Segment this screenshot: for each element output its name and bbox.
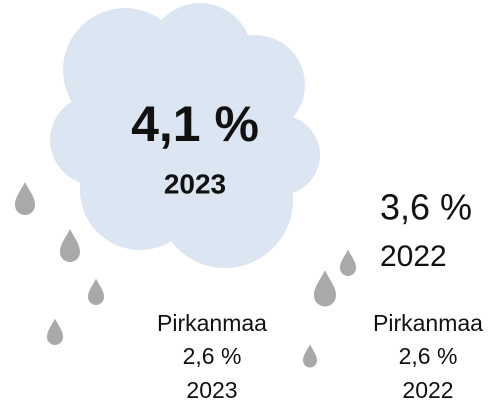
- region-year: 2022: [402, 377, 453, 403]
- main-value: 4,1 %: [131, 96, 259, 152]
- infographic: 4,1 % 2023 3,6 % 2022 Pirkanmaa 2,6 % 20…: [0, 0, 500, 407]
- main-year: 2023: [164, 168, 226, 199]
- previous-year: 2022: [380, 240, 447, 273]
- region-value: 2,6 %: [183, 343, 242, 369]
- region-name: Pirkanmaa: [373, 310, 483, 336]
- region-year: 2023: [186, 377, 237, 403]
- region-value: 2,6 %: [399, 343, 458, 369]
- region-name: Pirkanmaa: [157, 310, 267, 336]
- previous-value: 3,6 %: [380, 187, 472, 228]
